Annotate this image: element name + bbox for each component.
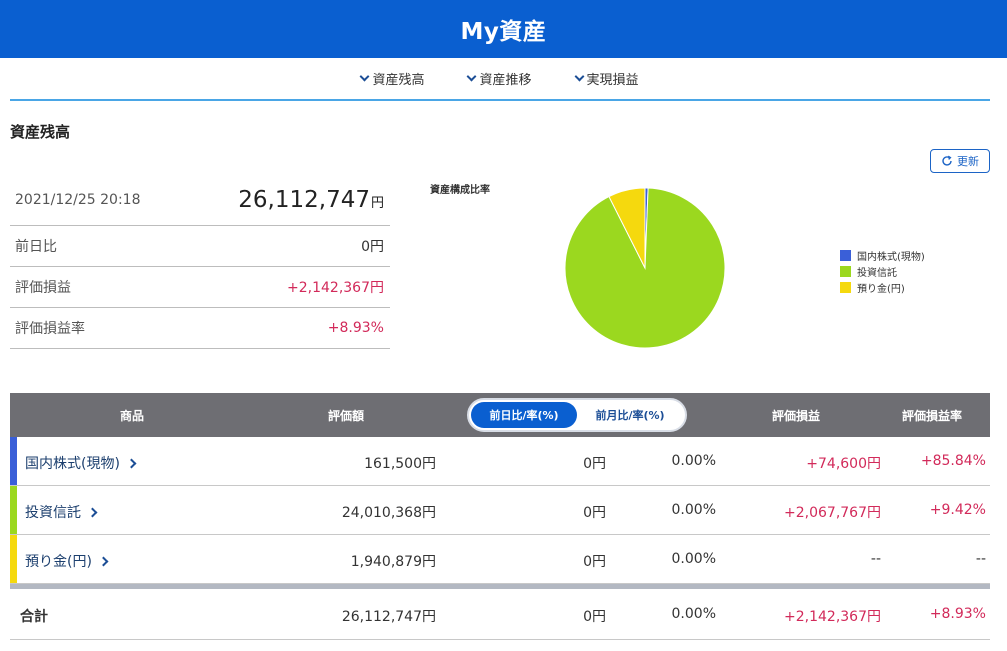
comparison-toggle: 前日比/率(%) 前月比/率(%) bbox=[467, 398, 687, 432]
total-separator bbox=[10, 584, 990, 589]
summary-row: 前日比 0円 bbox=[10, 226, 390, 267]
refresh-button[interactable]: 更新 bbox=[930, 149, 990, 173]
change-cell: 0円 bbox=[583, 456, 606, 472]
valuation-cell: 24,010,368円 bbox=[341, 505, 436, 521]
summary-label: 前日比 bbox=[15, 239, 57, 255]
pl-cell: +2,142,367円 bbox=[784, 609, 881, 625]
header-valuation: 評価額 bbox=[328, 409, 365, 423]
pl-rate-cell: -- bbox=[975, 551, 986, 567]
summary-value: +8.93% bbox=[327, 320, 384, 336]
chevron-right-icon bbox=[126, 458, 137, 468]
category-color-bar bbox=[10, 486, 17, 534]
legend-swatch bbox=[840, 249, 851, 261]
legend-swatch bbox=[840, 281, 851, 293]
nav-item-realized[interactable]: 実現損益 bbox=[574, 69, 639, 88]
holdings-table: 商品 評価額 前日比/率(%) 前月比/率(%) 評価損益 評価損益率 国内株式… bbox=[10, 393, 990, 640]
chevron-right-icon bbox=[98, 556, 109, 566]
pl-rate-cell: +9.42% bbox=[929, 502, 986, 518]
total-label: 合計 bbox=[20, 609, 48, 625]
chart-title: 資産構成比率 bbox=[430, 185, 490, 196]
product-name: 投資信託 bbox=[25, 505, 81, 521]
change-rate-cell: 0.00% bbox=[671, 606, 716, 622]
legend-item: 投資信託 bbox=[840, 263, 925, 279]
legend-swatch bbox=[840, 265, 851, 277]
chart-legend: 国内株式(現物) 投資信託 預り金(円) bbox=[840, 247, 925, 295]
change-rate-cell: 0.00% bbox=[671, 502, 716, 518]
header-pl: 評価損益 bbox=[772, 409, 821, 423]
nav-item-label: 資産残高 bbox=[372, 73, 425, 88]
summary-value: +2,142,367円 bbox=[287, 280, 384, 296]
summary-total-row: 2021/12/25 20:18 26,112,747円 bbox=[10, 175, 390, 226]
nav-item-balance[interactable]: 資産残高 bbox=[360, 69, 425, 88]
product-link-domestic-stock[interactable]: 国内株式(現物) bbox=[25, 453, 137, 473]
change-rate-cell: 0.00% bbox=[671, 453, 716, 469]
change-cell: 0円 bbox=[583, 609, 606, 625]
legend-label: 投資信託 bbox=[857, 267, 897, 279]
product-name: 預り金(円) bbox=[25, 554, 92, 570]
summary-label: 評価損益 bbox=[15, 280, 71, 296]
total-assets-value: 26,112,747 bbox=[238, 187, 370, 213]
product-link-cash-deposit[interactable]: 預り金(円) bbox=[25, 551, 109, 571]
legend-label: 国内株式(現物) bbox=[857, 251, 925, 263]
category-color-bar bbox=[10, 437, 17, 485]
app-header: My資産 bbox=[0, 0, 1007, 58]
page-title: My資産 bbox=[460, 19, 547, 45]
summary-value: 0円 bbox=[361, 239, 384, 255]
header-pl-rate: 評価損益率 bbox=[902, 409, 963, 423]
summary-panel: 2021/12/25 20:18 26,112,747円 前日比 0円 評価損益… bbox=[10, 175, 390, 349]
table-header: 商品 評価額 前日比/率(%) 前月比/率(%) 評価損益 評価損益率 bbox=[10, 393, 990, 437]
summary-label: 評価損益率 bbox=[15, 321, 85, 337]
section-nav: 資産残高 資産推移 実現損益 bbox=[10, 58, 990, 101]
toggle-monthly[interactable]: 前月比/率(%) bbox=[595, 409, 665, 422]
summary-row: 評価損益 +2,142,367円 bbox=[10, 267, 390, 308]
pl-cell: -- bbox=[870, 551, 881, 567]
product-name: 国内株式(現物) bbox=[25, 456, 120, 472]
total-row: 合計 26,112,747円 0円 0.00% +2,142,367円 +8.9… bbox=[10, 589, 990, 640]
pl-rate-cell: +8.93% bbox=[929, 606, 986, 622]
nav-item-label: 実現損益 bbox=[586, 73, 639, 88]
pie-slice-2 bbox=[608, 187, 646, 269]
nav-item-label: 資産推移 bbox=[479, 73, 532, 88]
refresh-label: 更新 bbox=[957, 155, 979, 168]
pl-cell: +2,067,767円 bbox=[784, 505, 881, 521]
table-row: 預り金(円) 1,940,879円 0円 0.00% -- -- bbox=[10, 535, 990, 584]
summary-row: 評価損益率 +8.93% bbox=[10, 308, 390, 349]
table-row: 投資信託 24,010,368円 0円 0.00% +2,067,767円 +9… bbox=[10, 486, 990, 535]
timestamp: 2021/12/25 20:18 bbox=[15, 192, 141, 208]
legend-label: 預り金(円) bbox=[857, 283, 905, 295]
section-title: 資産残高 bbox=[10, 123, 71, 141]
total-assets-unit: 円 bbox=[370, 196, 384, 211]
legend-item: 預り金(円) bbox=[840, 279, 925, 295]
chevron-down-icon bbox=[574, 71, 584, 82]
toggle-daily[interactable]: 前日比/率(%) bbox=[471, 402, 577, 428]
valuation-cell: 26,112,747円 bbox=[341, 609, 436, 625]
total-assets: 26,112,747円 bbox=[238, 187, 384, 213]
category-color-bar bbox=[10, 535, 17, 583]
nav-item-history[interactable]: 資産推移 bbox=[467, 69, 532, 88]
refresh-icon bbox=[942, 155, 952, 166]
change-rate-cell: 0.00% bbox=[671, 551, 716, 567]
table-row: 国内株式(現物) 161,500円 0円 0.00% +74,600円 +85.… bbox=[10, 437, 990, 486]
valuation-cell: 161,500円 bbox=[364, 456, 436, 472]
chevron-down-icon bbox=[360, 71, 370, 82]
valuation-cell: 1,940,879円 bbox=[350, 554, 436, 570]
legend-item: 国内株式(現物) bbox=[840, 247, 925, 263]
header-product: 商品 bbox=[120, 409, 145, 423]
pl-cell: +74,600円 bbox=[806, 456, 881, 472]
change-cell: 0円 bbox=[583, 554, 606, 570]
product-link-investment-trust[interactable]: 投資信託 bbox=[25, 502, 98, 522]
chevron-down-icon bbox=[467, 71, 477, 82]
pl-rate-cell: +85.84% bbox=[920, 453, 986, 469]
change-cell: 0円 bbox=[583, 505, 606, 521]
chevron-right-icon bbox=[87, 507, 98, 517]
asset-pie-chart bbox=[564, 187, 726, 349]
